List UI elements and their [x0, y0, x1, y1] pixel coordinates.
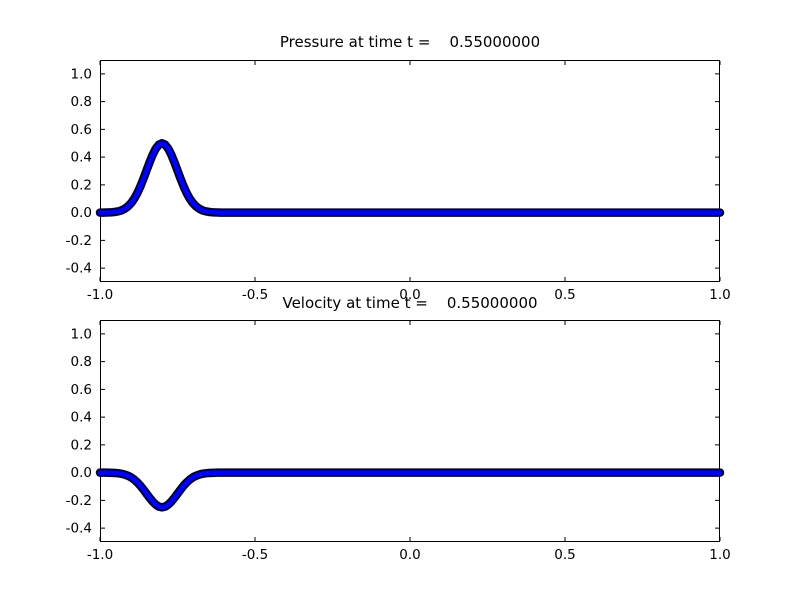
- x-tick-label: 0.0: [399, 287, 420, 303]
- x-tick-label: 0.5: [554, 287, 575, 303]
- x-tick-label: 1.0: [709, 287, 730, 303]
- y-tick-label: 1.0: [71, 326, 92, 342]
- y-tick-label: 0.4: [71, 410, 92, 426]
- y-tick-label: 0.2: [71, 177, 92, 193]
- velocity-line: [97, 470, 723, 510]
- x-tick-label: 0.0: [399, 547, 420, 563]
- y-tick-label: 0.6: [71, 382, 92, 398]
- y-tick-label: 0.2: [71, 437, 92, 453]
- x-tick-label: -1.0: [87, 287, 113, 303]
- velocity-axes: -1.0 -0.5 0.0 0.5 1.0 1.0 0.8 0.6 0.4 0.2 0.0 -0.2 -…: [66, 320, 731, 563]
- pressure-axes: -1.0 -0.5 0.0 0.5 1.0 1.0 0.8 0.6 0.4 0.2 0.0 -0.2 -…: [66, 60, 731, 303]
- y-tick-label: 0.6: [71, 122, 92, 138]
- x-tick-label: 1.0: [709, 547, 730, 563]
- y-tick-label: 0.0: [71, 465, 92, 481]
- velocity-plot-title: Velocity at time t = 0.55000000: [282, 294, 538, 312]
- y-tick-label: 0.8: [71, 94, 92, 110]
- pressure-line: [97, 141, 723, 215]
- x-tick-label: 0.5: [554, 547, 575, 563]
- y-tick-label: -0.4: [66, 261, 92, 277]
- pressure-plot-title: Pressure at time t = 0.55000000: [279, 33, 541, 51]
- x-tick-label: -1.0: [87, 547, 113, 563]
- y-tick-label: 0.4: [71, 150, 92, 166]
- velocity-axes-frame: [100, 320, 720, 542]
- y-tick-label: 0.0: [71, 205, 92, 221]
- pressure-axes-frame: [100, 60, 720, 282]
- y-tick-label: -0.2: [66, 493, 92, 509]
- y-tick-label: -0.4: [66, 521, 92, 537]
- y-tick-label: -0.2: [66, 233, 92, 249]
- y-tick-label: 0.8: [71, 354, 92, 370]
- y-tick-label: 1.0: [71, 66, 92, 82]
- x-tick-label: -0.5: [242, 547, 268, 563]
- x-tick-label: -0.5: [242, 287, 268, 303]
